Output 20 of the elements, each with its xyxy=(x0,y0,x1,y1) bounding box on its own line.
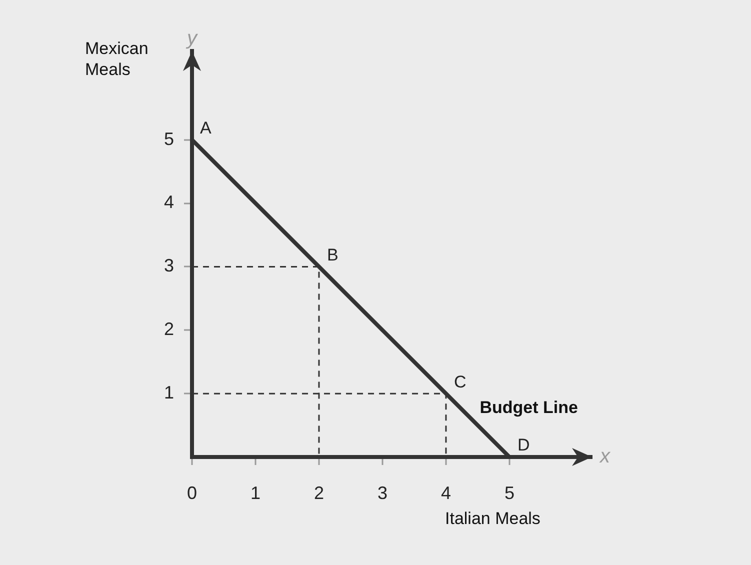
y-tick-label: 4 xyxy=(164,192,174,212)
y-tick-label: 1 xyxy=(164,382,174,403)
text: x xyxy=(599,446,611,468)
text: y xyxy=(185,28,198,50)
annotation: C xyxy=(454,372,466,392)
x-tick-label: 0 xyxy=(186,482,198,503)
y-tick-label: 5 xyxy=(164,128,174,149)
x-tick-label: 3 xyxy=(377,482,388,503)
series-label: Budget Line xyxy=(480,398,578,417)
x-tick-label: 2 xyxy=(314,482,324,503)
y-tick-label: 3 xyxy=(164,256,174,276)
x-tick-label: 5 xyxy=(504,482,514,503)
x-axis-title: Italian Meals xyxy=(445,509,540,529)
y-tick-label: 2 xyxy=(164,319,174,340)
annotation: D xyxy=(517,436,530,455)
y-axis-title: Mexican Meals xyxy=(85,38,150,80)
x-tick-label: 4 xyxy=(440,482,451,503)
annotation: A xyxy=(200,118,212,138)
annotation: B xyxy=(326,245,338,264)
x-tick-label: 1 xyxy=(250,482,260,503)
